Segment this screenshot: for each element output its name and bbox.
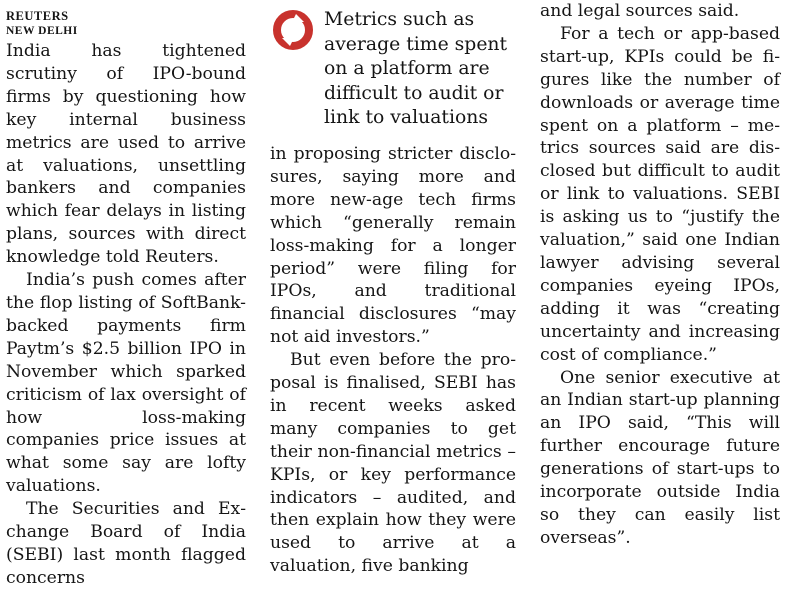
pull-quote-text: Metrics such as average time spent on a …	[324, 8, 516, 131]
article-paragraph: India’s push comes after the flop listin…	[6, 269, 246, 498]
quote-ring-icon	[270, 8, 316, 52]
article-column-2: Metrics such as average time spent on a …	[270, 0, 516, 578]
article-paragraph: India has tightened scrutiny of IPO-boun…	[6, 40, 246, 269]
article-paragraph: But even before the pro­posal is finalis…	[270, 349, 516, 578]
byline-place: NEW DELHI	[6, 24, 246, 38]
byline-agency: REUTERS	[6, 9, 246, 24]
article-paragraph: One senior executive at an Indian start-…	[540, 367, 780, 550]
article-paragraph: The Securities and Ex­change Board of In…	[6, 498, 246, 590]
article-column-3: and legal sources said. For a tech or ap…	[540, 0, 780, 550]
article-column-1: REUTERS NEW DELHI India has tightened sc…	[6, 0, 246, 590]
pull-quote: Metrics such as average time spent on a …	[270, 8, 516, 131]
article-paragraph: in proposing stricter disclo­sures, sayi…	[270, 143, 516, 349]
article-paragraph: For a tech or app-based start-up, KPIs c…	[540, 23, 780, 367]
article-paragraph: and legal sources said.	[540, 0, 780, 23]
